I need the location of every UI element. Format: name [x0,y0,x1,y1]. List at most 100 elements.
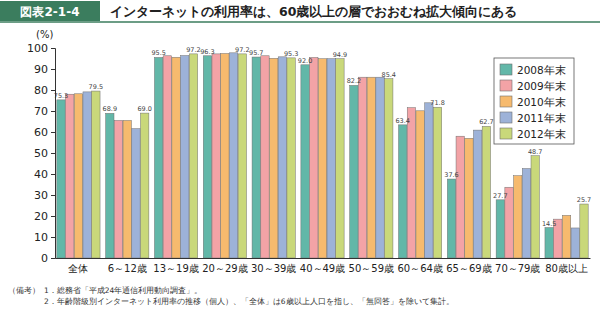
y-tick: 10 [34,231,55,244]
x-tick: 13～19歳 [153,258,198,274]
data-labels: 75.368.995.596.395.792.082.263.437.627.7… [54,46,591,228]
data-label: 62.7 [479,118,493,126]
data-label: 14.5 [542,220,556,228]
legend-label: 2012年末 [517,128,566,140]
bar [181,56,189,258]
x-tick-label: 6～12歳 [108,263,147,274]
y-tick-mark [51,132,55,133]
y-tick: 80 [34,84,55,97]
bar [238,54,246,258]
y-tick: 50 [34,147,55,160]
legend-box [494,58,574,144]
data-label: 95.3 [284,50,298,58]
x-tick: 40～49歳 [300,258,345,274]
y-tick-label: 40 [34,168,48,181]
y-tick-mark [51,69,55,70]
bar [287,58,295,258]
bar [229,53,237,258]
x-tick-label: 65～69歳 [446,263,491,274]
bar [132,129,140,258]
data-label: 92.0 [298,57,312,65]
x-tick-label: 80歳以上 [545,263,588,274]
x-tick-label: 50～59歳 [349,263,394,274]
y-tick-mark [51,111,55,112]
y-tick-label: 30 [34,189,48,202]
legend-swatch [500,128,512,139]
bar [416,111,424,258]
header-rule [0,21,600,23]
bar [123,120,131,258]
note: 2．年齢階級別インターネット利用率の推移（個人）、「全体」は6歳以上人口を指し、… [44,297,454,306]
y-tick-mark [51,195,55,196]
legend-label: 2010年末 [517,96,566,108]
series-bars [66,54,563,258]
x-tick-label: 70～79歳 [495,263,540,274]
y-tick-mark [51,153,55,154]
series-bars [57,56,554,258]
data-label: 94.9 [333,51,347,59]
title: インターネットの利用率は、60歳以上の層でおおむね拡大傾向にある [110,4,517,19]
data-label: 96.3 [200,48,214,56]
bar [301,65,309,258]
bar [261,56,269,258]
y-tick-label: 100 [27,42,48,55]
x-tick-label: 60～64歳 [397,263,442,274]
y-axis-line [51,49,56,259]
y-tick: 60 [34,126,55,139]
bar [367,77,375,258]
bar [514,176,522,258]
y-tick-label: 60 [34,126,48,139]
x-tick-label: 30～39歳 [251,263,296,274]
y-tick: 20 [34,210,55,223]
series-bars [92,54,589,258]
data-label: 37.6 [444,171,458,179]
y-tick-mark [51,174,55,175]
bar [221,53,229,258]
legend: 2008年末2009年末2010年末2011年末2012年末 [494,58,574,144]
bar [336,59,344,258]
x-tick-label: 20～29歳 [202,263,247,274]
bar [74,94,82,258]
legend-swatch [500,96,512,107]
bar [252,57,260,258]
bar [203,56,211,258]
data-label: 95.7 [249,49,263,57]
bar [106,113,114,258]
bar [318,59,326,258]
series-bars [83,53,580,258]
y-tick-label: 20 [34,210,48,223]
data-label: 97.2 [235,46,249,54]
x-tick-label: 13～19歳 [153,263,198,274]
y-tick-mark [51,48,55,49]
y-tick-label: 90 [34,63,48,76]
y-tick-label: 50 [34,147,48,160]
bar [580,204,588,258]
bar [399,125,407,258]
x-tick: 50～59歳 [349,258,394,274]
bar [447,179,455,258]
bar [425,103,433,258]
bar [327,59,335,258]
bar [465,138,473,258]
y-tick-label: 10 [34,231,48,244]
bar [310,57,318,258]
bar [482,126,490,258]
bar [350,85,358,258]
data-label: 85.4 [382,71,396,79]
legend-swatch [500,80,512,91]
y-axis: 0102030405060708090100 [27,42,56,265]
y-tick: 40 [34,168,55,181]
legend-label: 2009年末 [517,80,566,92]
legend-label: 2011年末 [517,112,566,124]
bars [57,53,588,258]
y-tick-label: 80 [34,84,48,97]
bar [571,228,579,258]
bar [57,100,65,258]
y-tick-mark [51,258,55,259]
data-label: 48.7 [528,148,542,156]
data-label: 68.9 [103,105,117,113]
data-label: 71.8 [430,99,444,107]
bar [562,215,570,258]
bar [140,113,148,258]
figure-label-box [0,1,100,21]
